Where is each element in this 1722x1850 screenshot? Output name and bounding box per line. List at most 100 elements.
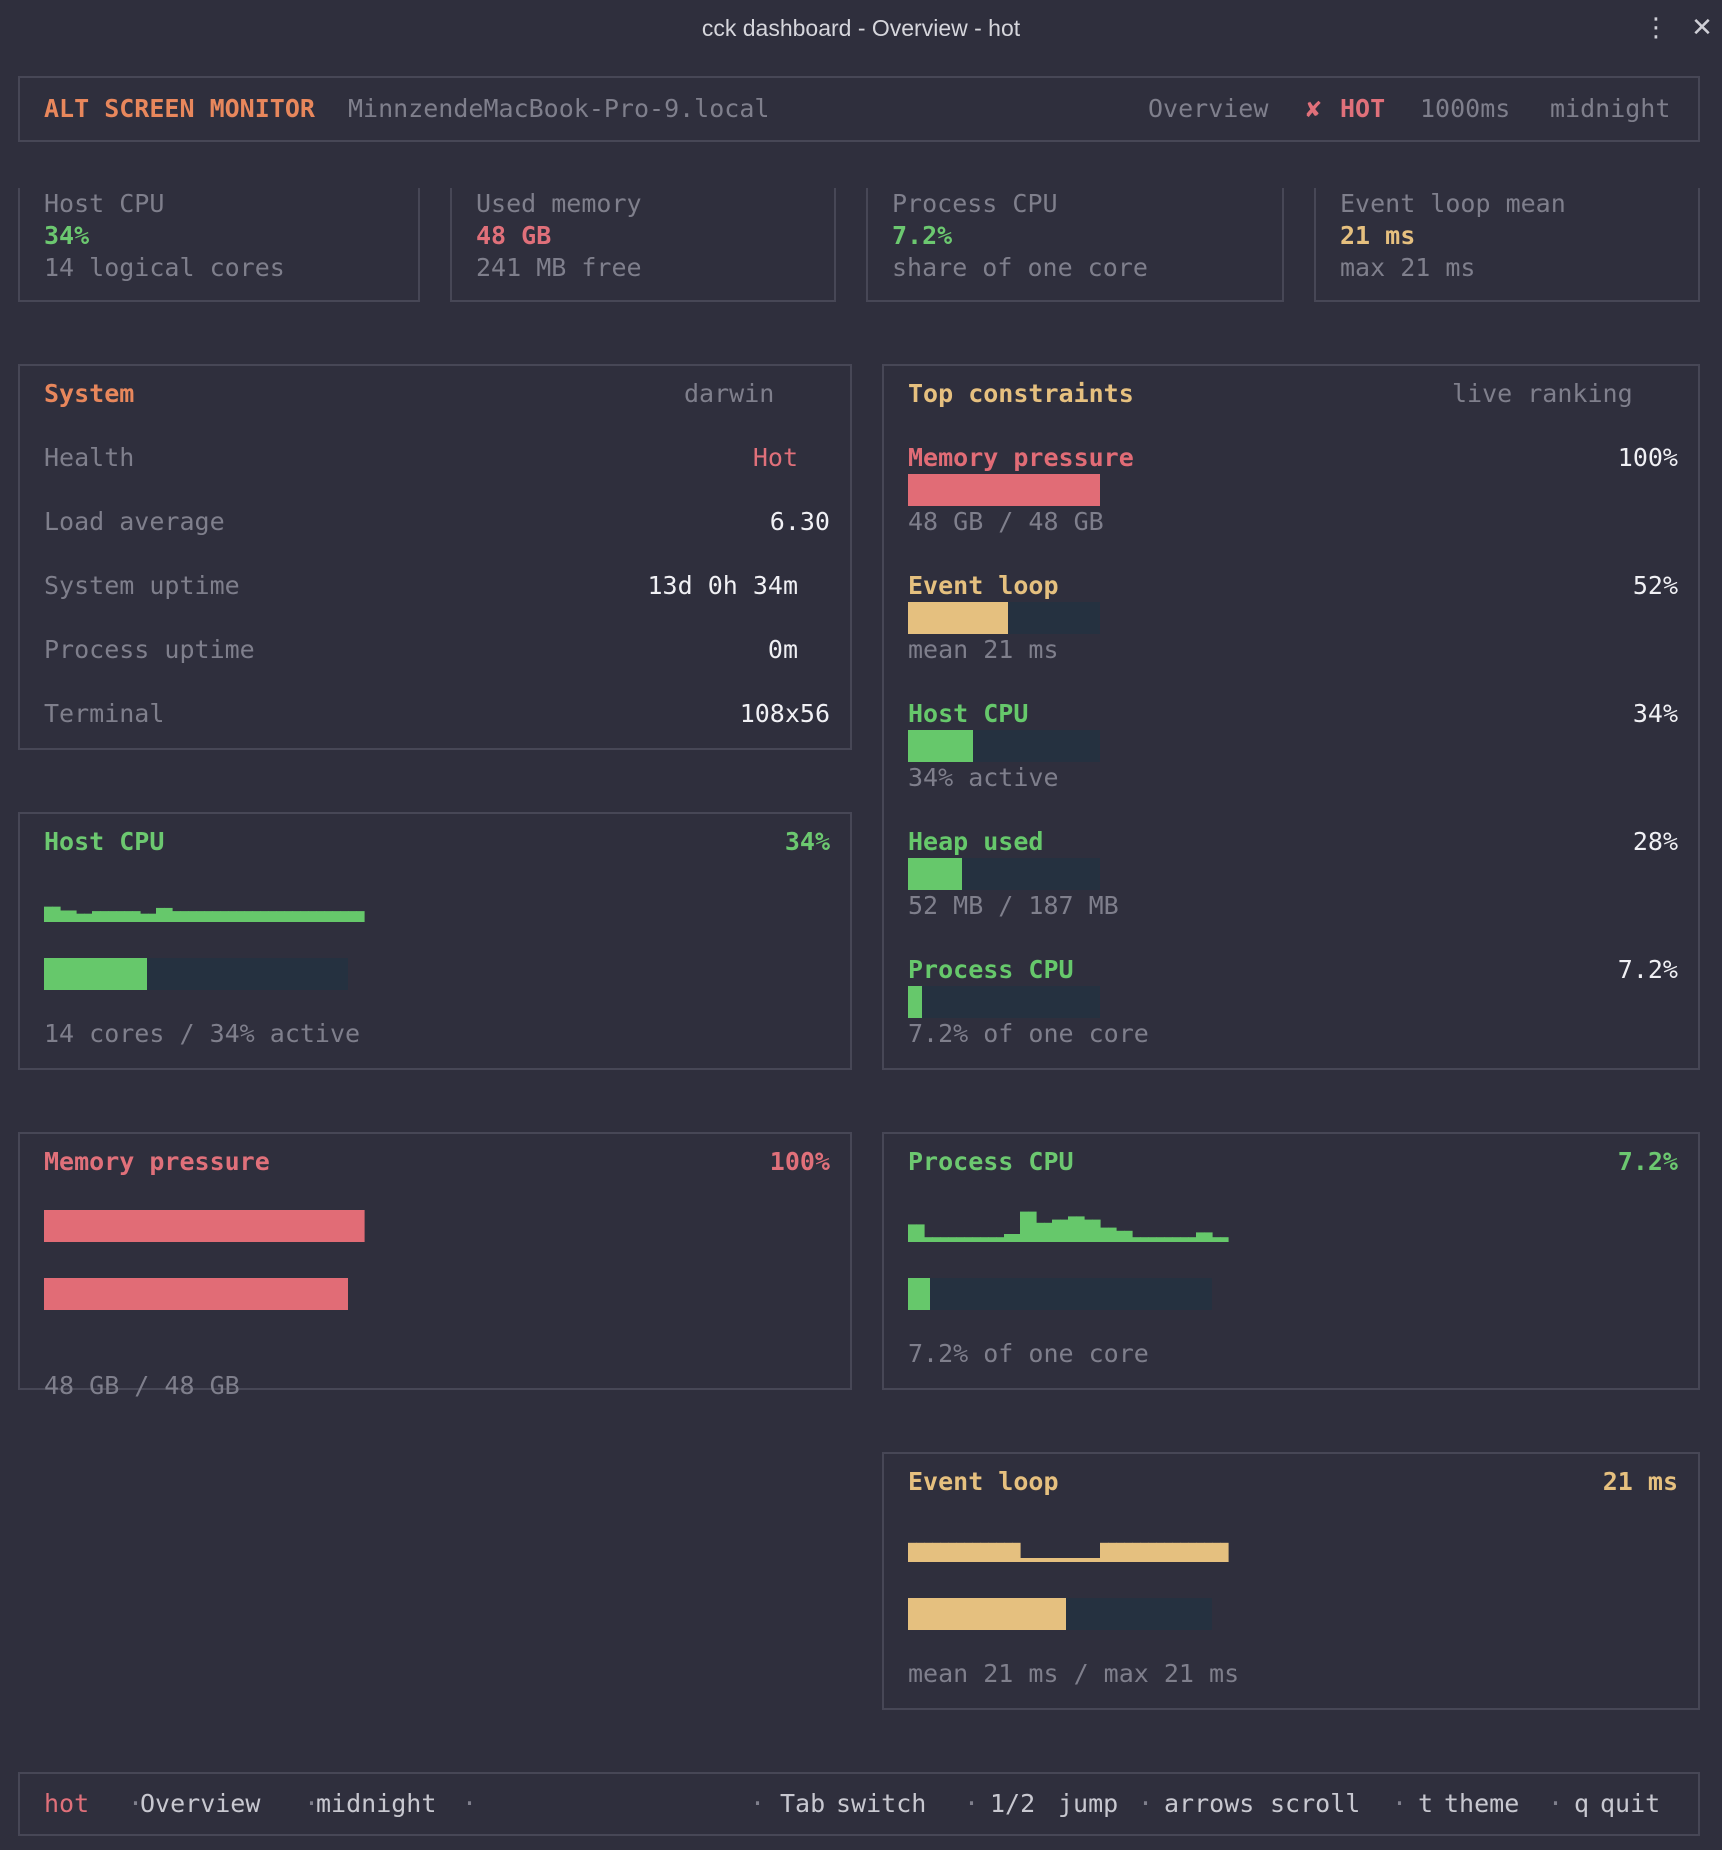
stat-value: 48 GB xyxy=(476,221,552,250)
sparkline-bar xyxy=(292,1210,301,1242)
sparkline-bar xyxy=(92,1210,101,1242)
constraint-bar-fill xyxy=(908,602,1008,634)
constraint-bar-fill xyxy=(908,474,1100,506)
key-tab[interactable]: Tab xyxy=(780,1789,826,1818)
key-arrows[interactable]: arrows xyxy=(1164,1789,1255,1818)
row-label: Health xyxy=(44,443,135,472)
constraint-bar xyxy=(908,858,1100,890)
sparkline-bar xyxy=(308,911,317,922)
sparkline-bar xyxy=(188,911,197,922)
sparkline-bar xyxy=(84,1210,93,1242)
sparkline-bar xyxy=(1172,1237,1181,1242)
event-loop-gauge xyxy=(908,1598,1212,1630)
footer-separator: · xyxy=(128,1789,144,1818)
sparkline-bar xyxy=(68,1210,77,1242)
event-loop-panel: Event loop 21 ms mean 21 ms / max 21 ms xyxy=(882,1452,1700,1710)
stat-label: Host CPU xyxy=(44,189,165,218)
sparkline-bar xyxy=(124,1210,133,1242)
current-view[interactable]: Overview xyxy=(1148,94,1269,123)
panel-title: System xyxy=(44,379,135,408)
sparkline-bar xyxy=(1036,1558,1045,1562)
sparkline-bar xyxy=(156,907,165,922)
row-label: System uptime xyxy=(44,571,240,600)
sparkline-bar xyxy=(1028,1558,1037,1562)
sparkline-bar xyxy=(1052,1219,1061,1242)
theme-name[interactable]: midnight xyxy=(1550,94,1671,123)
stat-sub: share of one core xyxy=(892,253,1148,282)
sparkline-bar xyxy=(244,911,253,922)
sparkline-bar xyxy=(1164,1237,1173,1242)
sparkline-bar xyxy=(1180,1237,1189,1242)
sparkline-bar xyxy=(212,911,221,922)
sparkline-bar xyxy=(204,1210,213,1242)
sparkline-bar xyxy=(180,1210,189,1242)
sparkline-bar xyxy=(108,1210,117,1242)
sparkline-bar xyxy=(980,1237,989,1242)
footer-separator: · xyxy=(1548,1789,1564,1818)
sparkline-bar xyxy=(44,1210,53,1242)
memory-sparkline xyxy=(44,1210,365,1242)
constraint-detail: 48 GB / 48 GB xyxy=(908,507,1104,536)
process-uptime-value: 0m xyxy=(767,635,798,664)
sparkline-bar xyxy=(84,913,93,922)
process-cpu-gauge xyxy=(908,1278,1212,1310)
more-options-icon[interactable]: ⋮ xyxy=(1643,13,1669,43)
header-bar: ALT SCREEN MONITOR MinnzendeMacBook-Pro-… xyxy=(18,76,1700,142)
footer-view: Overview xyxy=(140,1789,261,1818)
sparkline-bar xyxy=(236,1210,245,1242)
constraint-bar xyxy=(908,986,1100,1018)
sparkline-bar xyxy=(1212,1542,1221,1562)
sparkline-bar xyxy=(220,911,229,922)
sparkline-bar xyxy=(940,1542,949,1562)
constraint-name: Event loop xyxy=(908,571,1059,600)
sparkline-bar xyxy=(356,1210,365,1242)
sparkline-bar xyxy=(1108,1542,1117,1562)
stat-label: Process CPU xyxy=(892,189,1058,218)
constraint-percent: 100% xyxy=(1617,443,1678,472)
sparkline-bar xyxy=(1012,1542,1021,1562)
panel-value: 100% xyxy=(769,1147,830,1176)
key-jump-action: jump xyxy=(1058,1789,1119,1818)
sparkline-bar xyxy=(908,1224,917,1242)
sparkline-bar xyxy=(1076,1558,1085,1562)
key-quit[interactable]: q xyxy=(1574,1789,1590,1818)
sparkline-bar xyxy=(1204,1542,1213,1562)
sparkline-bar xyxy=(188,1210,197,1242)
stat-sub: 14 logical cores xyxy=(44,253,285,282)
sparkline-bar xyxy=(340,911,349,922)
sparkline-bar xyxy=(300,1210,309,1242)
sparkline-bar xyxy=(340,1210,349,1242)
sparkline-bar xyxy=(1188,1237,1197,1242)
sparkline-bar xyxy=(60,910,69,922)
key-quit-action: quit xyxy=(1600,1789,1661,1818)
footer-separator: · xyxy=(1392,1789,1408,1818)
sparkline-bar xyxy=(1180,1542,1189,1562)
host-name: MinnzendeMacBook-Pro-9.local xyxy=(348,94,770,123)
key-theme[interactable]: t xyxy=(1418,1789,1434,1818)
sparkline-bar xyxy=(76,1210,85,1242)
sparkline-bar xyxy=(1028,1211,1037,1242)
constraint-percent: 52% xyxy=(1632,571,1678,600)
sparkline-bar xyxy=(1220,1542,1229,1562)
sparkline-bar xyxy=(1124,1230,1133,1242)
sparkline-bar xyxy=(204,911,213,922)
row-label: Process uptime xyxy=(44,635,255,664)
stat-value: 34% xyxy=(44,221,90,250)
sparkline-bar xyxy=(236,911,245,922)
sparkline-bar xyxy=(116,911,125,922)
sparkline-bar xyxy=(52,1210,61,1242)
panel-subtitle: live ranking xyxy=(1452,379,1633,408)
sparkline-bar xyxy=(108,911,117,922)
sparkline-bar xyxy=(228,911,237,922)
close-icon[interactable]: ✕ xyxy=(1691,13,1713,43)
sparkline-bar xyxy=(1132,1237,1141,1242)
sparkline-bar xyxy=(1036,1222,1045,1242)
window-title: cck dashboard - Overview - hot xyxy=(701,15,1021,41)
constraint-percent: 7.2% xyxy=(1617,955,1678,984)
host-cpu-gauge xyxy=(44,958,348,990)
sparkline-bar xyxy=(324,911,333,922)
sparkline-bar xyxy=(1068,1216,1077,1242)
sparkline-bar xyxy=(924,1542,933,1562)
footer-separator: · xyxy=(462,1789,478,1818)
key-jump[interactable]: 1/2 xyxy=(990,1789,1036,1818)
